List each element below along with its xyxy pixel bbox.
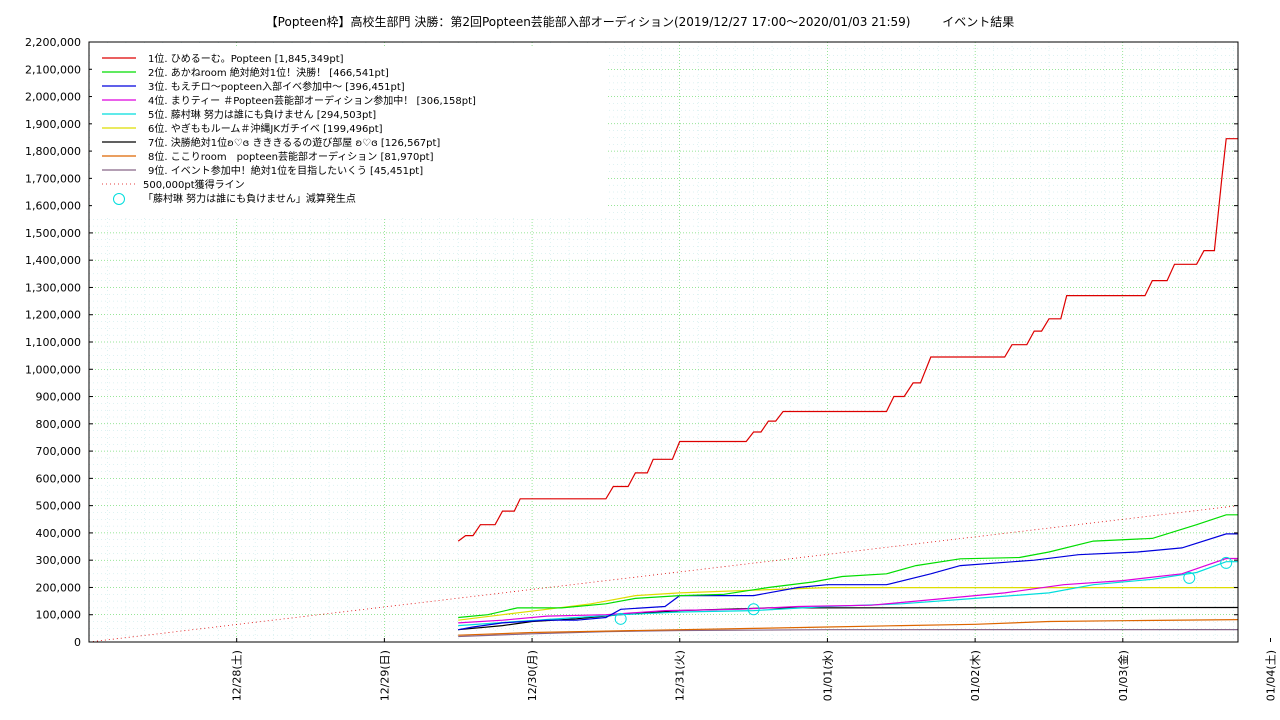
series-line bbox=[458, 514, 1238, 619]
y-tick-label: 2,000,000 bbox=[25, 91, 81, 104]
legend-label: 4位. まりティー ＃Popteen芸能部オーディション参加中！ [306,15… bbox=[148, 94, 476, 107]
legend-label: 9位. イベント参加中！絶対1位を目指したいくう [45,451pt] bbox=[148, 164, 423, 177]
legend-label: 5位. 藤村琳 努力は誰にも負けません [294,503pt] bbox=[148, 108, 376, 121]
y-tick-label: 100,000 bbox=[36, 609, 82, 622]
y-tick-label: 800,000 bbox=[36, 418, 82, 431]
series-line bbox=[458, 561, 1238, 627]
y-tick-label: 2,200,000 bbox=[25, 36, 81, 49]
marker-circle bbox=[614, 612, 627, 625]
y-tick-label: 300,000 bbox=[36, 554, 82, 567]
legend-box bbox=[92, 46, 608, 218]
y-tick-label: 400,000 bbox=[36, 527, 82, 540]
y-tick-label: 1,100,000 bbox=[25, 336, 81, 349]
chart-title-main: 【Popteen枠】高校生部門 決勝：第2回Popteen芸能部入部オーディショ… bbox=[266, 14, 911, 29]
reference-line bbox=[88, 505, 1239, 643]
chart-title: 【Popteen枠】高校生部門 決勝：第2回Popteen芸能部入部オーディショ… bbox=[266, 14, 1015, 29]
legend-label-reference: 500,000pt獲得ライン bbox=[143, 178, 245, 191]
y-tick-label: 2,100,000 bbox=[25, 63, 81, 76]
marker-group bbox=[614, 556, 1233, 625]
x-tick-label: 12/28(土) bbox=[231, 650, 244, 701]
series-lines bbox=[457, 138, 1239, 638]
y-axis-ticks: 0 100,000 200,000 300,000 400,000 500,000 600,… bbox=[25, 36, 1238, 649]
legend-label: 3位. もえチロ〜popteen入部イベ参加中〜 [396,451pt] bbox=[148, 80, 405, 93]
legend-label: 8位. ここりroom popteen芸能部オーディション [81,970pt] bbox=[148, 150, 434, 163]
legend-label: 6位. やぎももルーム＃沖縄JKガチイベ [199,496pt] bbox=[148, 122, 383, 135]
y-tick-label: 1,800,000 bbox=[25, 145, 81, 158]
x-tick-label: 01/02(木) bbox=[969, 650, 982, 701]
y-tick-label: 900,000 bbox=[36, 391, 82, 404]
y-tick-label: 1,200,000 bbox=[25, 309, 81, 322]
y-tick-label: 600,000 bbox=[36, 472, 82, 485]
y-tick-label: 1,600,000 bbox=[25, 200, 81, 213]
legend-label: 7位. 決勝絶対1位ʚ♡ɞ きききるるの遊び部屋 ʚ♡ɞ [126,567pt] bbox=[148, 136, 440, 149]
series-line bbox=[458, 533, 1238, 631]
x-tick-label: 12/31(火) bbox=[674, 650, 687, 701]
marker-circle bbox=[747, 603, 760, 616]
legend-label: 1位. ひめるーむ。Popteen [1,845,349pt] bbox=[148, 52, 344, 65]
legend-swatch-marker bbox=[113, 193, 125, 205]
reference-line-group bbox=[88, 505, 1239, 643]
y-tick-label: 1,500,000 bbox=[25, 227, 81, 240]
y-tick-label: 700,000 bbox=[36, 445, 82, 458]
y-tick-label: 1,700,000 bbox=[25, 172, 81, 185]
legend: 1位. ひめるーむ。Popteen [1,845,349pt]2位. あかねro… bbox=[92, 46, 608, 218]
series-line bbox=[458, 557, 1238, 624]
x-tick-label: 01/04(土) bbox=[1264, 650, 1277, 701]
x-tick-label: 01/03(金) bbox=[1116, 650, 1130, 701]
series-line bbox=[458, 587, 1238, 621]
chart-subtitle: イベント結果 bbox=[942, 15, 1014, 29]
y-tick-label: 500,000 bbox=[36, 500, 82, 513]
y-tick-label: 0 bbox=[74, 636, 81, 649]
x-tick-label: 01/01(水) bbox=[821, 650, 834, 701]
legend-label-marker: 「藤村琳 努力は誰にも負けません」減算発生点 bbox=[143, 192, 356, 205]
y-tick-label: 1,300,000 bbox=[25, 281, 81, 294]
series-line bbox=[458, 619, 1239, 636]
marker-circle bbox=[1220, 556, 1233, 569]
series-line bbox=[457, 138, 1238, 542]
x-tick-label: 12/30(月) bbox=[526, 650, 539, 701]
y-tick-label: 1,000,000 bbox=[25, 363, 81, 376]
x-axis-ticks: 12/28(土) 12/29(日) 12/30(月) 12/31(火) 01/01(水)… bbox=[231, 638, 1277, 701]
y-tick-label: 200,000 bbox=[36, 581, 82, 594]
legend-label: 2位. あかねroom 絶対絶対1位！決勝！ [466,541pt] bbox=[148, 66, 389, 79]
x-tick-label: 12/29(日) bbox=[378, 650, 391, 701]
y-tick-label: 1,900,000 bbox=[25, 118, 81, 131]
marker-circle bbox=[1183, 571, 1196, 584]
series-line bbox=[458, 629, 1239, 638]
y-tick-label: 1,400,000 bbox=[25, 254, 81, 267]
